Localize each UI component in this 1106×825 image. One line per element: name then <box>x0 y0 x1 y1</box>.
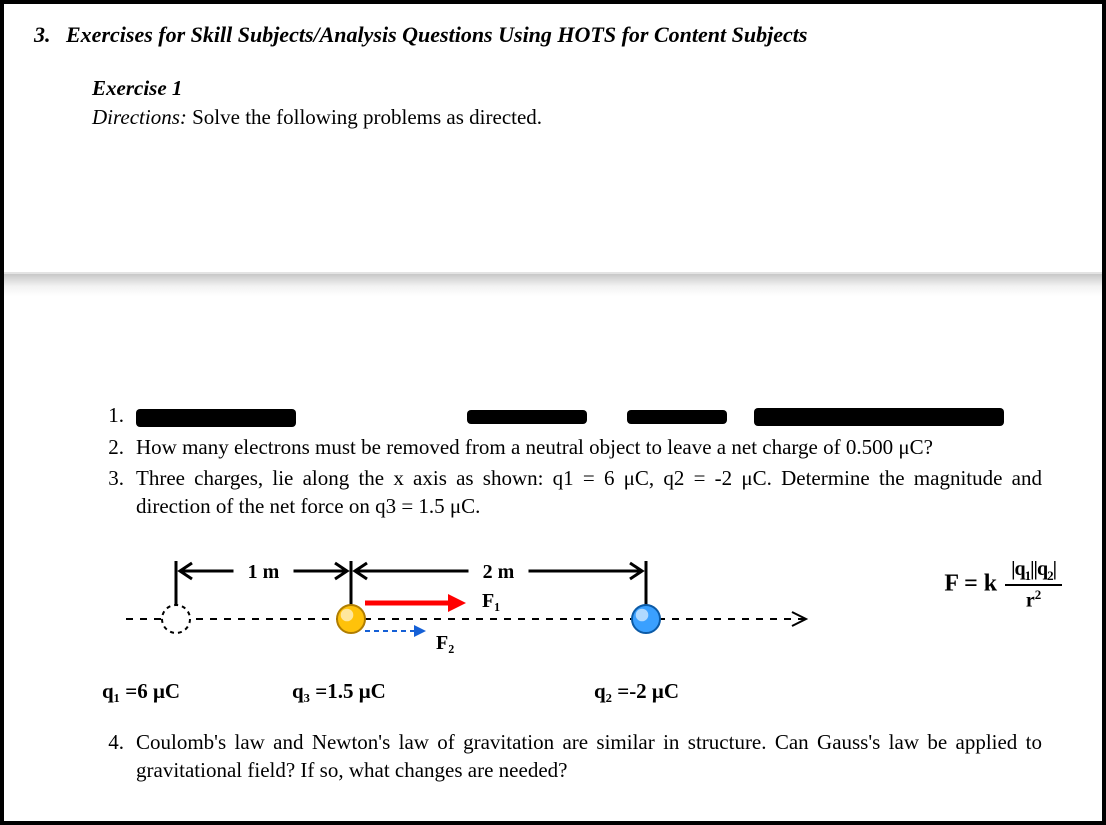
redaction-bar <box>467 410 587 424</box>
question-text: Three charges, lie along the x axis as s… <box>136 465 1042 520</box>
redaction-bar <box>627 410 727 424</box>
label-q3: q₃ =1.5 μC <box>292 679 386 704</box>
svg-text:F₁: F₁ <box>482 590 500 612</box>
coulomb-formula: F = k |q1||q2| r2 <box>944 559 1062 611</box>
directions-label: Directions: <box>92 105 187 129</box>
page-fold-shadow <box>4 274 1102 296</box>
diagram-container: 1 m2 m F₁F₂ F = k |q1||q2| r2 <box>106 541 1042 691</box>
question-2: 2. How many electrons must be removed fr… <box>96 434 1042 462</box>
svg-text:2 m: 2 m <box>483 561 515 583</box>
content-body: 1. 2. How many electrons must be removed… <box>96 402 1042 788</box>
question-text: Coulomb's law and Newton's law of gravit… <box>136 729 1042 784</box>
redaction-bar <box>754 408 1004 426</box>
question-number: 3. <box>96 465 136 520</box>
question-text <box>136 402 1042 430</box>
question-number: 1. <box>96 402 136 430</box>
redaction-bar <box>136 409 296 427</box>
question-1: 1. <box>96 402 1042 430</box>
directions: Directions: Solve the following problems… <box>92 105 1052 130</box>
formula-lhs: F = k <box>944 570 997 596</box>
label-q1: q₁ =6 μC <box>102 679 180 704</box>
formula-numerator: |q1||q2| <box>1005 559 1062 586</box>
header: 3. Exercises for Skill Subjects/Analysis… <box>4 4 1102 140</box>
question-text: How many electrons must be removed from … <box>136 434 1042 462</box>
section-number: 3. <box>34 22 62 48</box>
question-list: 1. 2. How many electrons must be removed… <box>96 402 1042 521</box>
section-title: Exercises for Skill Subjects/Analysis Qu… <box>66 22 807 47</box>
question-list-2: 4. Coulomb's law and Newton's law of gra… <box>96 729 1042 784</box>
svg-text:F₂: F₂ <box>436 632 454 654</box>
question-3: 3. Three charges, lie along the x axis a… <box>96 465 1042 520</box>
page: 3. Exercises for Skill Subjects/Analysis… <box>0 0 1106 825</box>
question-4: 4. Coulomb's law and Newton's law of gra… <box>96 729 1042 784</box>
svg-text:1 m: 1 m <box>248 561 280 583</box>
formula-denominator: r2 <box>1005 586 1062 611</box>
question-number: 2. <box>96 434 136 462</box>
formula-fraction: |q1||q2| r2 <box>1005 559 1062 611</box>
question-number: 4. <box>96 729 136 784</box>
charges-diagram: 1 m 2 m F₁ F₂ <box>106 541 846 681</box>
label-q2: q₂ =-2 μC <box>594 679 679 704</box>
directions-text: Solve the following problems as directed… <box>192 105 542 129</box>
exercise-title: Exercise 1 <box>92 76 1052 101</box>
